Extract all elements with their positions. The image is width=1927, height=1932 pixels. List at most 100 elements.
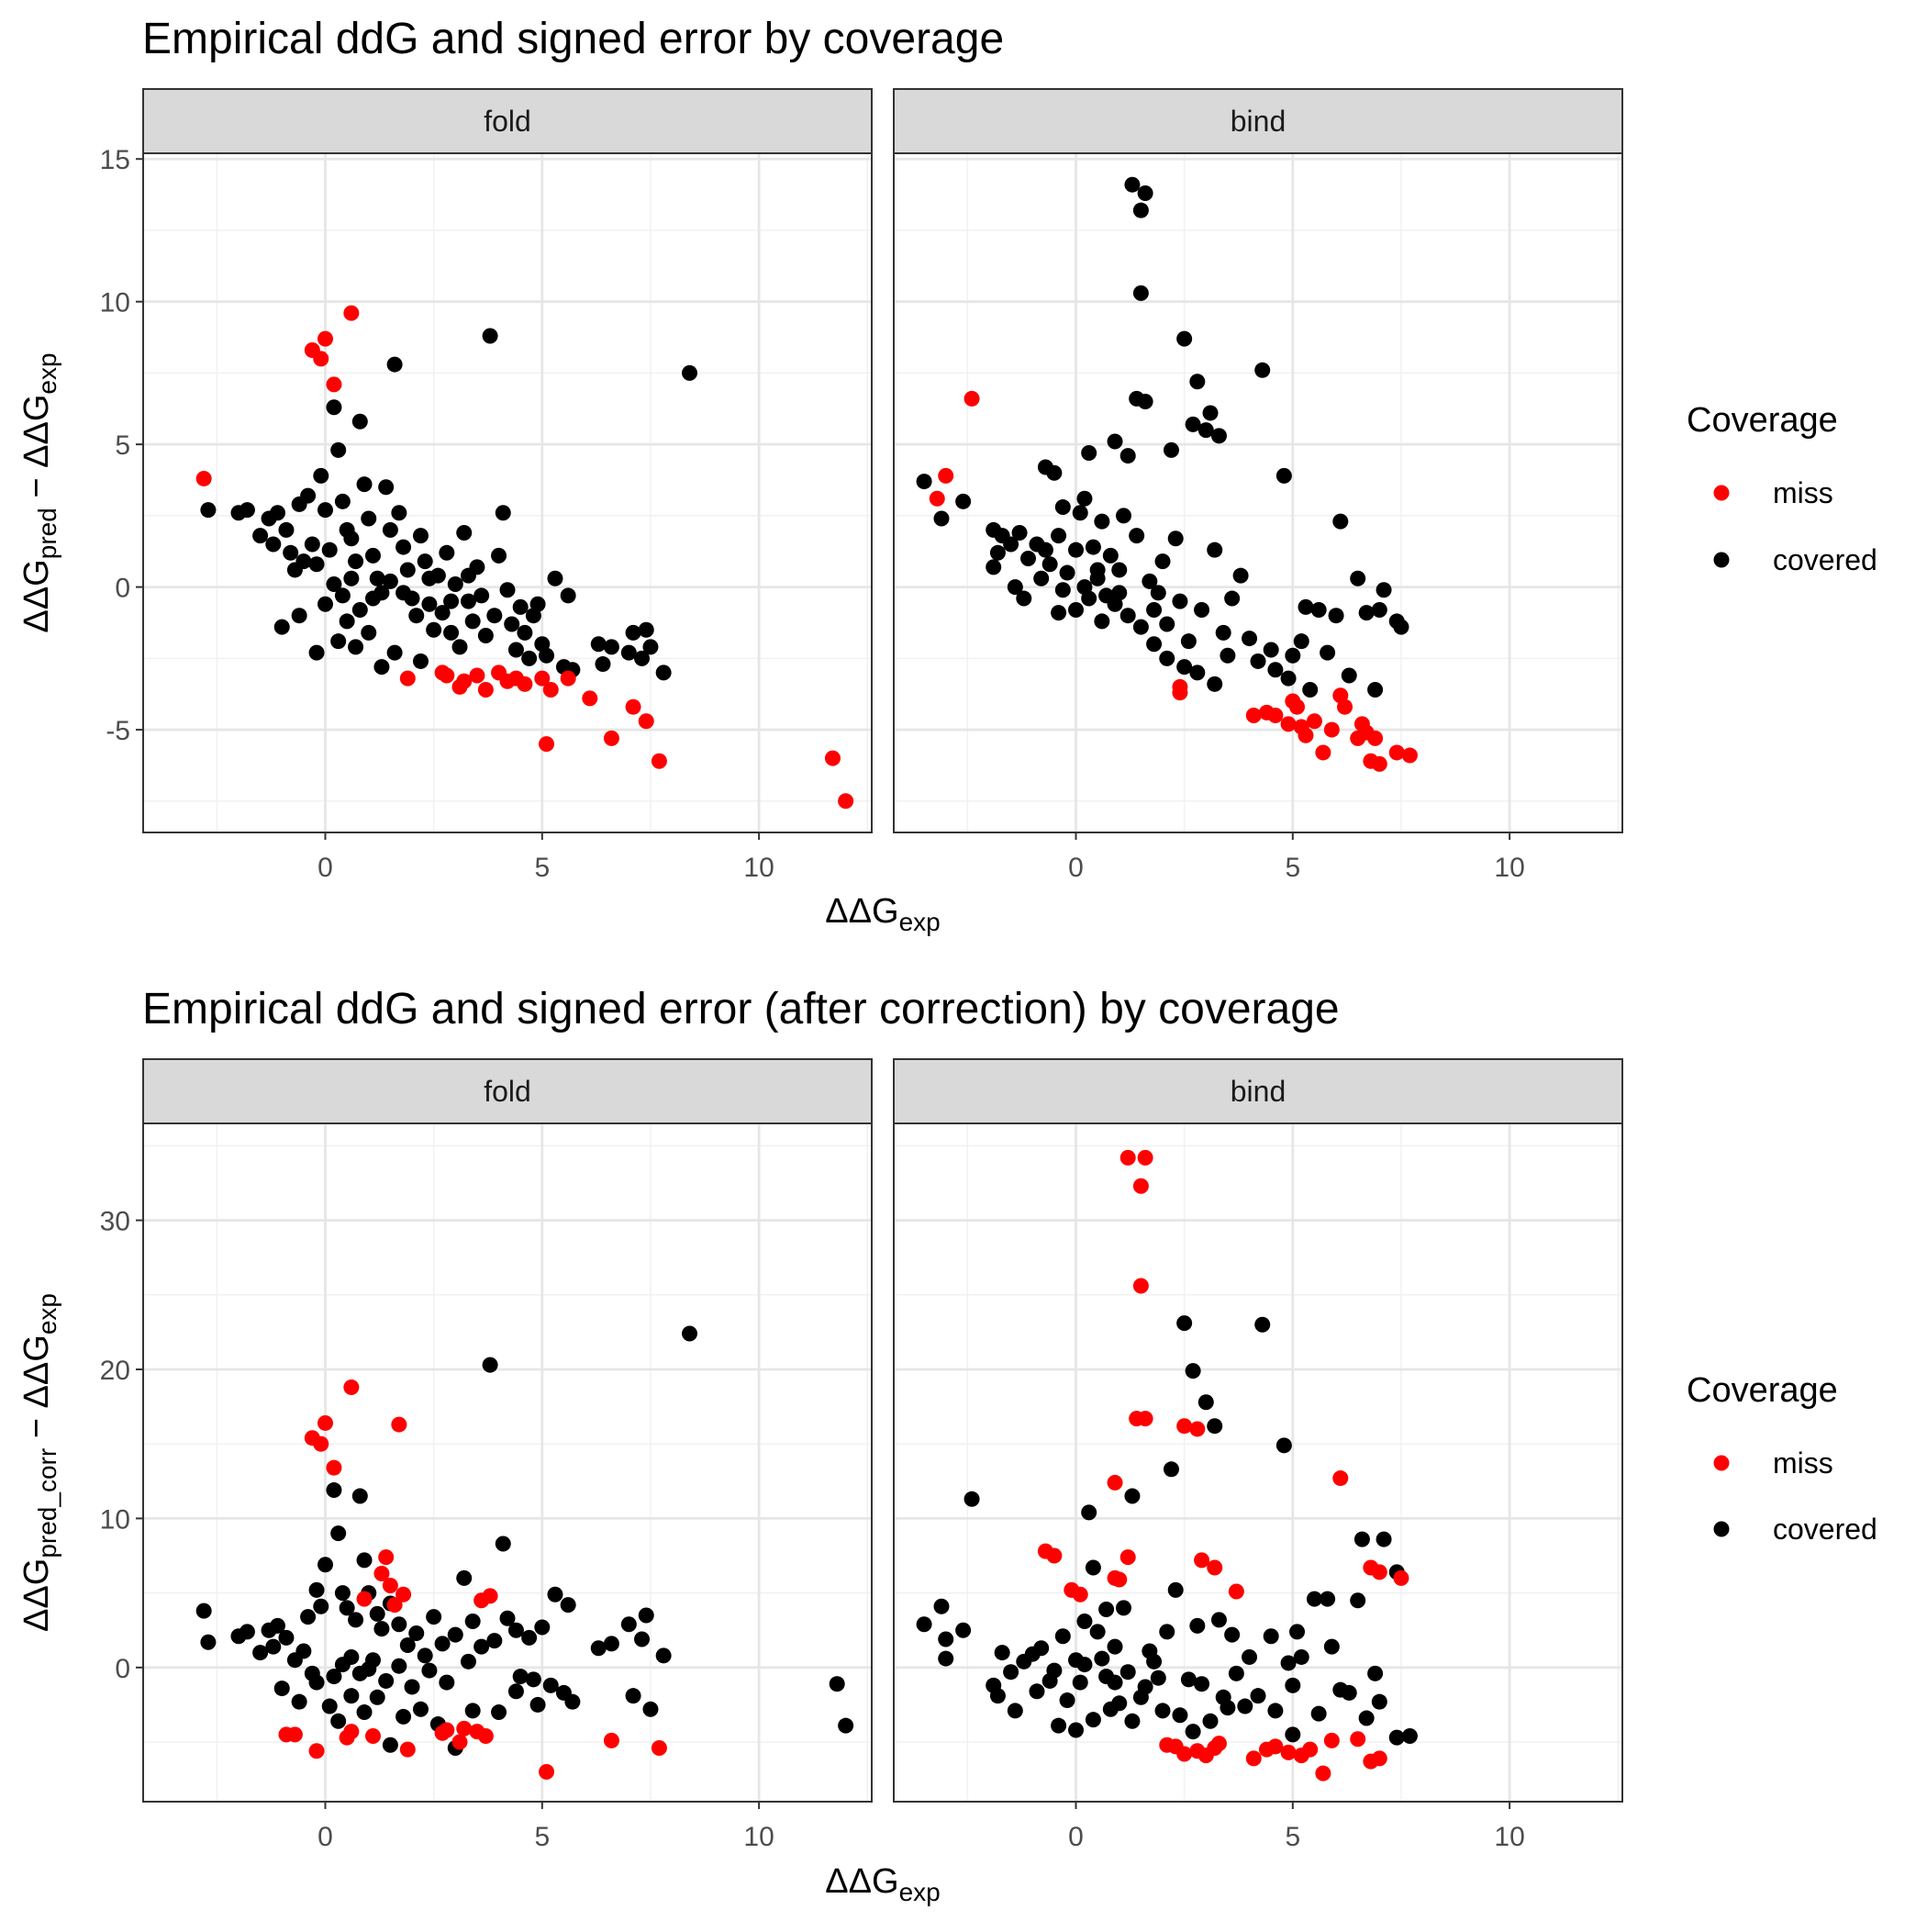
point-covered (1124, 1488, 1141, 1504)
point-covered (369, 1605, 385, 1622)
point-covered (682, 1325, 697, 1342)
point-covered (938, 1650, 954, 1667)
point-covered (933, 510, 950, 527)
point-covered (291, 608, 307, 624)
point-covered (1059, 1692, 1075, 1709)
facet-strip (893, 1058, 1623, 1124)
point-covered (1119, 608, 1136, 624)
point-covered (1189, 374, 1206, 390)
point-covered (603, 639, 619, 655)
point-covered (1167, 1581, 1184, 1598)
point-miss (343, 305, 360, 321)
point-covered (620, 644, 637, 661)
point-covered (638, 621, 654, 638)
point-covered (1176, 1315, 1193, 1332)
point-miss (1367, 730, 1384, 746)
point-covered (1293, 1648, 1309, 1665)
point-covered (1376, 582, 1392, 598)
panel-border (142, 152, 873, 833)
point-covered (595, 656, 611, 673)
point-covered (1224, 590, 1241, 607)
point-covered (529, 1696, 546, 1713)
point-covered (521, 1629, 538, 1646)
point-covered (351, 1488, 368, 1504)
point-covered (507, 642, 524, 658)
point-covered (1037, 542, 1053, 558)
point-miss (824, 750, 841, 766)
point-miss (1132, 1278, 1149, 1294)
point-covered (1254, 1316, 1271, 1333)
point-covered (1202, 1713, 1219, 1729)
x-tick-label: 5 (534, 1822, 550, 1852)
point-covered (1137, 1679, 1153, 1695)
point-covered (634, 650, 651, 666)
point-covered (321, 1698, 338, 1714)
point-covered (1180, 633, 1197, 650)
point-covered (1119, 448, 1136, 464)
point-covered (1310, 1705, 1327, 1722)
point-covered (456, 1569, 473, 1586)
point-covered (1267, 1703, 1284, 1719)
point-covered (391, 1616, 407, 1633)
point-covered (590, 1640, 607, 1657)
point-covered (1323, 1638, 1340, 1655)
point-covered (339, 613, 355, 630)
point-miss (1371, 755, 1387, 772)
point-covered (989, 544, 1006, 561)
point-covered (252, 1645, 269, 1661)
point-covered (955, 493, 972, 509)
legend-key-covered (1713, 552, 1730, 568)
point-covered (343, 1688, 360, 1704)
point-covered (434, 1636, 451, 1652)
point-covered (408, 1625, 425, 1641)
point-covered (1220, 647, 1236, 664)
y-tick-label: 20 (100, 1356, 130, 1386)
point-covered (330, 1525, 347, 1542)
x-tick-label: 10 (1494, 853, 1524, 883)
point-covered (395, 539, 412, 555)
point-covered (1298, 598, 1314, 615)
point-covered (391, 1658, 407, 1674)
point-covered (1393, 619, 1409, 635)
point-miss (477, 1728, 494, 1745)
point-covered (239, 1624, 255, 1640)
point-covered (1089, 1624, 1106, 1640)
point-miss (1107, 1474, 1123, 1491)
point-covered (1072, 1674, 1088, 1691)
point-miss (1371, 1564, 1387, 1580)
point-miss (838, 793, 854, 810)
point-covered (1197, 1394, 1214, 1411)
legend-title: Coverage (1687, 401, 1838, 440)
chart-title: Empirical ddG and signed error by covera… (142, 15, 1004, 63)
point-covered (964, 1491, 980, 1507)
point-miss (1315, 1765, 1331, 1781)
point-covered (1111, 585, 1128, 601)
point-covered (838, 1717, 854, 1734)
point-miss (929, 490, 945, 507)
point-covered (1189, 1617, 1206, 1634)
point-covered (1033, 570, 1050, 586)
point-covered (317, 1557, 333, 1573)
point-miss (1119, 1149, 1136, 1166)
facet-strip (142, 1058, 873, 1124)
point-miss (356, 1591, 373, 1607)
point-covered (473, 587, 490, 604)
point-covered (1358, 1710, 1375, 1726)
point-covered (1207, 676, 1223, 692)
point-covered (464, 1613, 481, 1629)
point-miss (195, 470, 212, 486)
point-covered (321, 542, 338, 558)
point-covered (1302, 682, 1319, 698)
point-covered (1085, 539, 1101, 555)
y-tick-label: 5 (115, 430, 130, 461)
point-covered (300, 487, 317, 504)
panel-border (142, 1122, 873, 1803)
point-miss (343, 1724, 360, 1740)
point-covered (1033, 1640, 1050, 1657)
point-covered (1137, 394, 1153, 410)
point-covered (1154, 553, 1171, 570)
point-miss (326, 376, 342, 393)
panel-fold: fold 0 5 10 0 10 20 30 (100, 1058, 873, 1852)
point-covered (1068, 1722, 1084, 1738)
point-covered (1020, 551, 1037, 567)
